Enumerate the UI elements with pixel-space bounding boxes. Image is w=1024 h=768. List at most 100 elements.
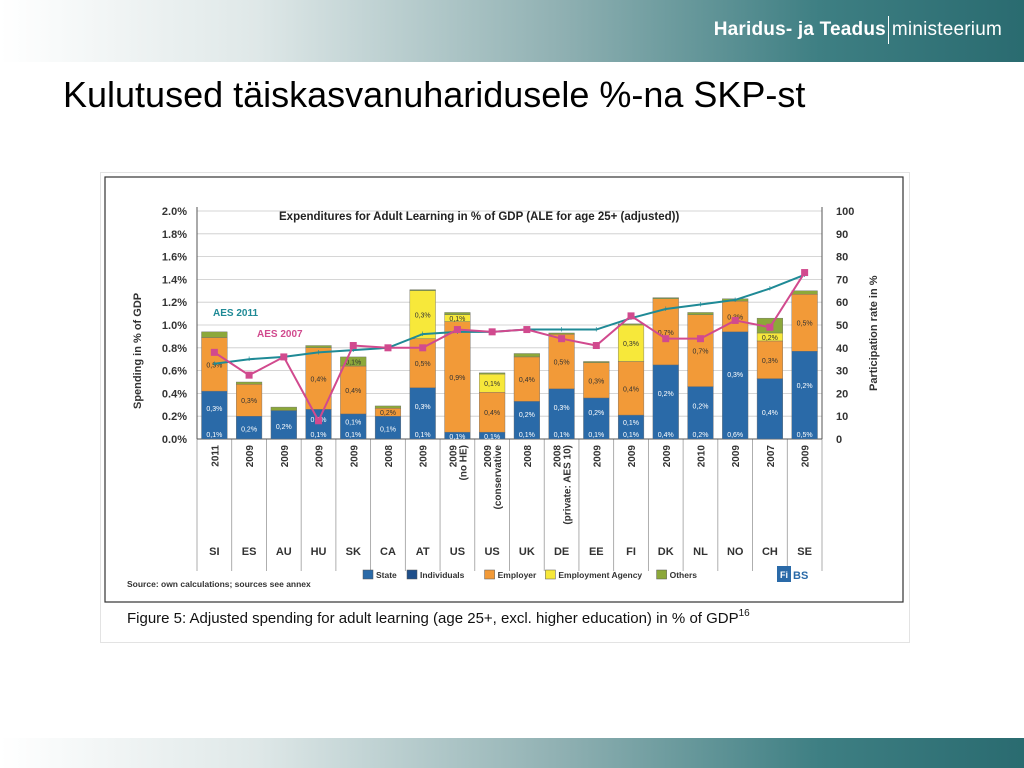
line-label-aes-2007: AES 2007 xyxy=(257,329,303,340)
bar-segment-state xyxy=(583,397,610,440)
bar-segment-others xyxy=(583,361,610,363)
fibs-logo-text: BS xyxy=(793,570,808,582)
bar-value-label: 0,2% xyxy=(241,427,257,434)
bar-segment-employer xyxy=(201,337,228,392)
bar-value-label: 0,3% xyxy=(241,398,257,405)
category-year-label: (private: AES 10) xyxy=(563,445,574,525)
y-tick-label: 0.4% xyxy=(162,388,187,400)
bar-value-label: 0,2% xyxy=(588,410,604,417)
category-country-label: NL xyxy=(693,546,708,558)
bar-value-label: 0,2% xyxy=(762,335,778,342)
bar-value-label: 0,1% xyxy=(345,359,361,366)
bar-value-label: 0,4% xyxy=(762,410,778,417)
figure-caption: Figure 5: Adjusted spending for adult le… xyxy=(127,608,750,627)
adult-learning-chart: 0.0% 0.2% 0.4% 0.6% 0.8% 1.0% 1.2% 1.4% 1.6% 1.8%… xyxy=(104,176,904,627)
bar-segment-others xyxy=(201,331,228,338)
chart-title: Expenditures for Adult Learning in % of … xyxy=(279,211,679,223)
line-point xyxy=(384,344,392,352)
bar-segment-employer xyxy=(791,294,818,352)
fibs-logo-letter: Fi xyxy=(780,570,788,580)
category-country-label: NO xyxy=(727,546,744,558)
y-tick-label: 1.8% xyxy=(162,229,187,241)
bar-value-label: 0,2% xyxy=(658,391,674,398)
bar-value-label: 0,7% xyxy=(692,349,708,356)
category-year-label: 2008 xyxy=(523,445,534,468)
ministry-logo: Haridus- ja Teadus ministeerium xyxy=(714,16,1002,44)
category-year-label: 2009 xyxy=(349,445,360,468)
category-country-label: DK xyxy=(658,546,674,558)
line-point xyxy=(662,335,670,343)
bar-value-label: 0,5% xyxy=(415,361,431,368)
bar-value-label: 0,7% xyxy=(658,330,674,337)
bar-segment-state xyxy=(201,390,228,440)
line-point xyxy=(696,335,704,343)
line-point: + xyxy=(559,325,564,335)
legend-item-label: Others xyxy=(670,570,698,580)
y2-tick-label: 0 xyxy=(836,434,842,446)
y-tick-label: 0.6% xyxy=(162,366,187,378)
line-point xyxy=(766,323,774,331)
category-year-label: 2009 xyxy=(315,445,326,468)
bar-segment-employment-agency xyxy=(617,324,645,362)
line-point xyxy=(419,344,427,352)
legend-swatch xyxy=(656,569,667,580)
y-tick-label: 1.6% xyxy=(162,252,187,264)
category-country-label: EE xyxy=(589,546,604,558)
line-point xyxy=(280,353,288,361)
category-year-label: 2009 xyxy=(662,445,673,468)
bar-segment-employer xyxy=(687,314,714,387)
bar-value-label: 0,2% xyxy=(276,424,292,431)
y-axis-label: Spending in % of GDP xyxy=(132,293,144,409)
category-country-label: FI xyxy=(626,546,636,558)
category-country-label: HU xyxy=(311,546,327,558)
bar-value-label: 0,5% xyxy=(797,432,813,439)
category-country-label: ES xyxy=(242,546,257,558)
bar-value-label: 0,4% xyxy=(519,377,535,384)
bar-segment-state xyxy=(513,401,540,440)
bar-segment-employment-agency xyxy=(409,290,436,339)
line-point: + xyxy=(316,347,321,357)
bar-value-label: 0,6% xyxy=(727,432,743,439)
y-tick-label: 0.8% xyxy=(162,343,187,355)
line-point xyxy=(592,342,600,350)
bar-segment-others xyxy=(236,381,263,385)
y2-tick-label: 70 xyxy=(836,274,848,286)
category-year-label: (conservative xyxy=(493,445,504,510)
bar-segment-employer xyxy=(305,347,332,410)
bar-value-label: 0,1% xyxy=(519,432,535,439)
line-point xyxy=(801,269,809,277)
brand-name-bold: Haridus- ja Teadus xyxy=(713,19,886,40)
category-year-label: 2009 xyxy=(627,445,638,468)
category-country-label: SI xyxy=(209,546,219,558)
y2-tick-label: 30 xyxy=(836,366,848,378)
legend-item-label: Employment Agency xyxy=(558,570,642,580)
bar-segment-state xyxy=(270,410,297,440)
line-label-aes-2011: AES 2011 xyxy=(213,308,258,319)
line-point: + xyxy=(733,295,738,305)
category-year-label: 2010 xyxy=(696,445,707,468)
bar-value-label: 0,5% xyxy=(797,321,813,328)
brand-separator xyxy=(887,16,889,44)
bar-segment-employer xyxy=(513,356,540,402)
category-year-label: 2011 xyxy=(210,445,221,467)
line-point xyxy=(453,326,461,334)
y2-tick-label: 80 xyxy=(836,252,848,264)
category-year-label: 2009 xyxy=(801,445,812,468)
category-year-label: 2009 xyxy=(245,445,256,468)
line-point: + xyxy=(698,299,703,309)
bar-value-label: 0,5% xyxy=(206,362,222,369)
bar-segment-employer xyxy=(722,300,749,333)
bar-value-label: 0,9% xyxy=(449,375,465,382)
line-point xyxy=(627,312,635,320)
category-country-label: DE xyxy=(554,546,569,558)
category-country-label: US xyxy=(484,546,499,558)
slide-title: Kulutused täiskasvanuharidusele %-na SKP… xyxy=(63,74,806,115)
category-country-label: CA xyxy=(380,546,396,558)
bar-value-label: 0,2% xyxy=(692,432,708,439)
line-point: + xyxy=(351,345,356,355)
category-year-label: 2009 xyxy=(731,445,742,468)
category-year-label: 2009 xyxy=(448,445,459,468)
bar-value-label: 0,1% xyxy=(554,432,570,439)
category-year-label: 2008 xyxy=(553,445,564,468)
bar-value-label: 0,2% xyxy=(380,410,396,417)
